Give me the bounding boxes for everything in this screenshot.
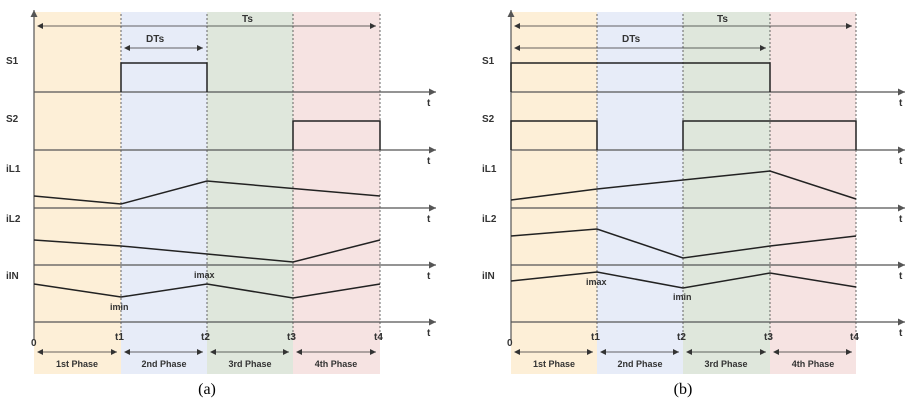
t-label: t (427, 271, 431, 282)
caption-a: (a) (198, 381, 216, 398)
imin-label: imin (110, 302, 129, 312)
phase-band-4 (770, 12, 856, 374)
row-label-s1: S1 (6, 56, 19, 67)
row-label-s1: S1 (482, 56, 495, 67)
t-label: t (427, 156, 431, 167)
s1-waveform (510, 62, 771, 92)
t-label: t (427, 98, 431, 109)
dts-label: DTs (622, 34, 641, 45)
t-label: t (427, 214, 431, 225)
tick-0: 0 (507, 338, 513, 349)
phase-band-4 (293, 12, 380, 374)
panel-b: Ts DTs t t t t t S1 S2 iL1 iL2 iIN (482, 10, 905, 398)
tick-t1: t1 (115, 332, 124, 343)
phase-band-2 (597, 12, 683, 374)
il2-waveform (33, 239, 381, 263)
dts-label: DTs (146, 34, 165, 45)
row-label-il1: iL1 (6, 164, 21, 175)
il1-waveform (33, 180, 381, 205)
imax-label: imax (194, 270, 215, 280)
tick-0: 0 (31, 338, 37, 349)
waveforms (510, 62, 857, 289)
phase-label-1: 1st Phase (533, 359, 575, 369)
tick-t1: t1 (591, 332, 600, 343)
axis-t-labels: t t t t t (899, 98, 903, 339)
row-label-il1: iL1 (482, 164, 497, 175)
tick-t2: t2 (201, 332, 210, 343)
ts-label: Ts (242, 14, 253, 25)
phase-label-3: 3rd Phase (228, 359, 271, 369)
iin-waveform (510, 271, 857, 289)
phase-band-3 (683, 12, 770, 374)
t-label: t (899, 214, 903, 225)
ts-label: Ts (717, 14, 728, 25)
caption-b: (b) (674, 381, 693, 398)
t-label: t (899, 328, 903, 339)
tick-t4: t4 (374, 332, 383, 343)
phase-label-2: 2nd Phase (141, 359, 186, 369)
phase-label-3: 3rd Phase (704, 359, 747, 369)
il1-waveform (510, 170, 857, 201)
imax-label: imax (586, 277, 607, 287)
s2-waveform (292, 120, 381, 150)
imin-label: imin (673, 292, 692, 302)
phase-band-1 (34, 12, 121, 374)
phase-label-1: 1st Phase (56, 359, 98, 369)
phase-band-1 (511, 12, 597, 374)
waveforms (33, 62, 381, 299)
phase-band-3 (207, 12, 293, 374)
iin-waveform (33, 283, 381, 299)
tick-t2: t2 (677, 332, 686, 343)
row-label-iin: iIN (6, 271, 19, 282)
phase-label-2: 2nd Phase (617, 359, 662, 369)
s2-waveform-second-pulse (682, 120, 857, 150)
time-axes (34, 88, 436, 326)
phase-label-4: 4th Phase (315, 359, 358, 369)
t-label: t (899, 156, 903, 167)
time-axes (511, 88, 905, 326)
tick-t3: t3 (764, 332, 773, 343)
s1-waveform (120, 62, 208, 92)
t-label: t (899, 98, 903, 109)
phase-label-4: 4th Phase (792, 359, 835, 369)
panel-a: Ts DTs t t t t t S1 S2 iL1 iL2 iIN (6, 10, 436, 398)
row-label-il2: iL2 (6, 214, 21, 225)
il2-waveform (510, 228, 857, 259)
tick-t3: t3 (287, 332, 296, 343)
row-label-s2: S2 (6, 114, 19, 125)
tick-t4: t4 (850, 332, 859, 343)
row-label-s2: S2 (482, 114, 495, 125)
row-label-il2: iL2 (482, 214, 497, 225)
row-label-iin: iIN (482, 271, 495, 282)
axis-t-labels: t t t t t (427, 98, 431, 339)
t-label: t (899, 271, 903, 282)
t-label: t (427, 328, 431, 339)
s2-waveform (510, 120, 598, 150)
